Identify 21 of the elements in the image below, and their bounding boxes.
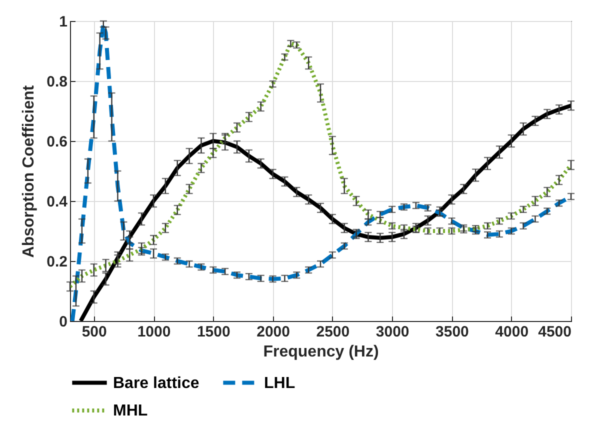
legend-label: LHL xyxy=(264,374,296,392)
y-tick-label: 1 xyxy=(59,14,68,30)
x-tick-label: 3500 xyxy=(436,324,469,340)
x-tick-label: 2500 xyxy=(316,324,350,340)
legend-label: MHL xyxy=(113,402,148,420)
x-tick-label: 4000 xyxy=(495,324,529,340)
x-tick-label: 500 xyxy=(82,324,107,340)
y-tick-label: 0.8 xyxy=(46,74,68,90)
x-tick-label: 2000 xyxy=(256,324,290,340)
y-axis-title: Absorption Coefficient xyxy=(20,84,38,258)
line-series xyxy=(70,42,571,288)
legend-label: Bare lattice xyxy=(113,374,200,392)
x-axis-title: Frequency (Hz) xyxy=(263,344,379,360)
x-tick-label: 4500 xyxy=(538,324,572,340)
y-tick-label: 0.2 xyxy=(46,254,68,270)
x-tick-label: 1500 xyxy=(196,324,230,340)
y-tick-label: 0.6 xyxy=(46,134,68,150)
y-tick-label: 0.4 xyxy=(46,194,68,210)
x-tick-label: 1000 xyxy=(137,324,171,340)
y-tick-label: 0 xyxy=(59,314,68,330)
x-tick-label: 3000 xyxy=(376,324,410,340)
